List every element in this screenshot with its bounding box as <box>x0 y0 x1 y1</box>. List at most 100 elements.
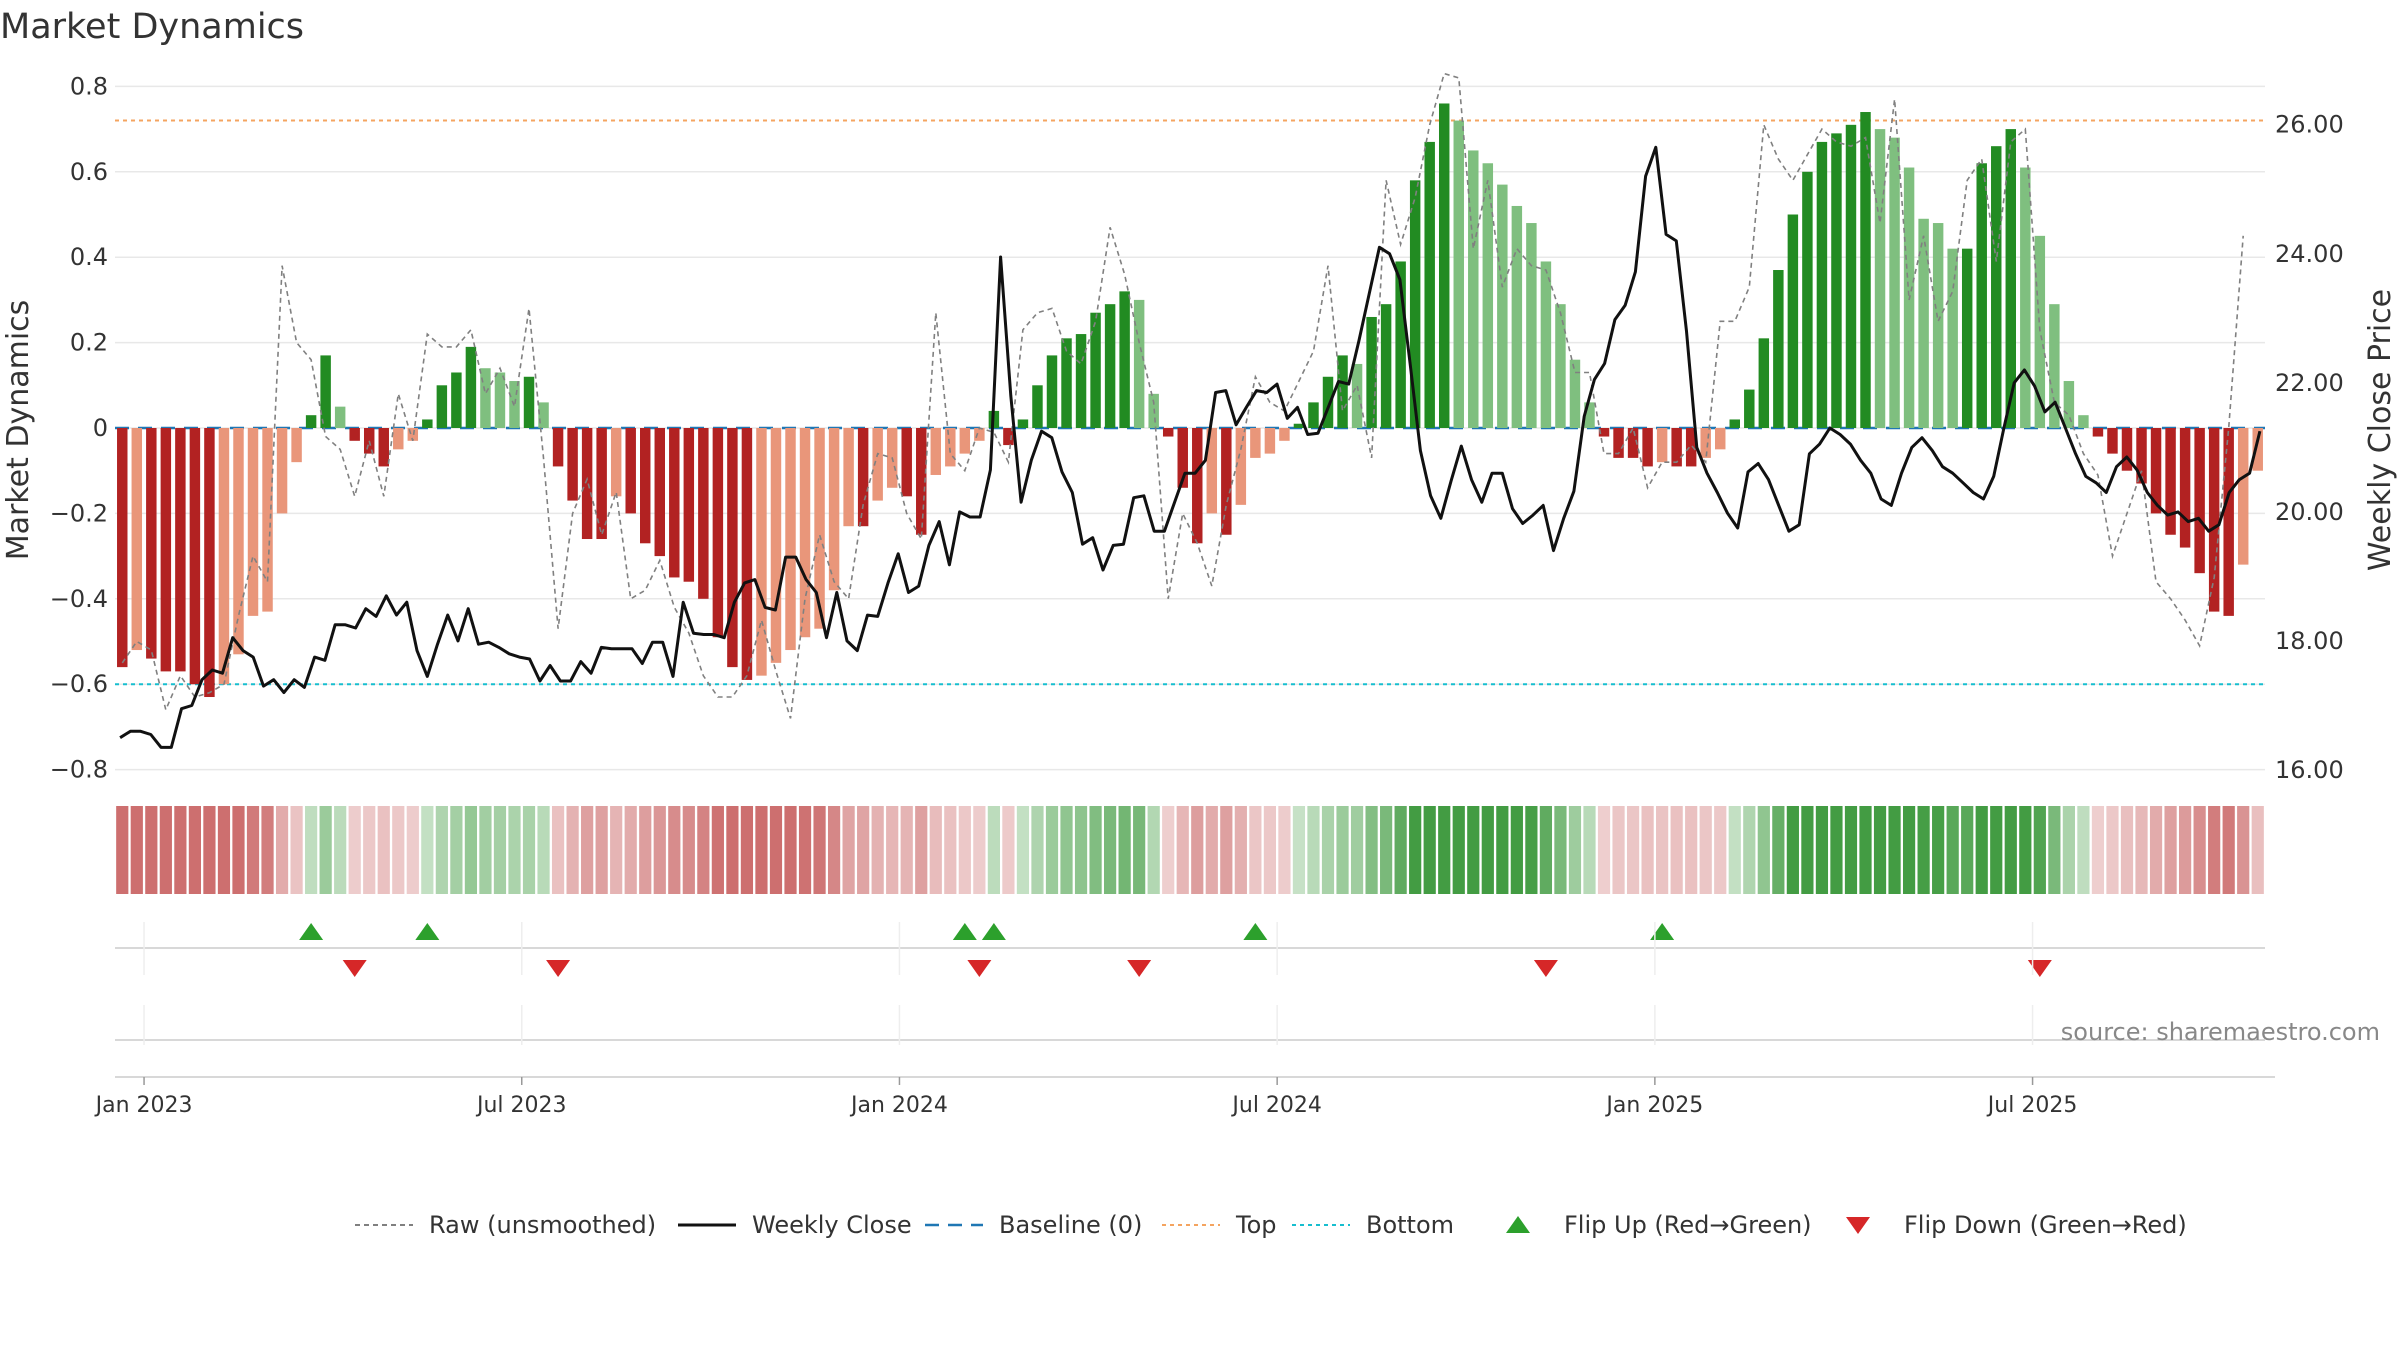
regime-cell <box>1409 806 1422 894</box>
regime-cell <box>1162 806 1175 894</box>
dynamics-bar <box>2034 235 2046 428</box>
dynamics-bar <box>2223 428 2234 616</box>
regime-cell <box>711 806 724 894</box>
regime-cell <box>1060 806 1073 894</box>
regime-cell <box>1626 806 1640 894</box>
dynamics-bar <box>349 428 360 441</box>
dynamics-bar <box>2194 428 2205 574</box>
dynamics-bar <box>204 428 215 698</box>
regime-cell <box>1685 806 1698 894</box>
flip-down-marker <box>342 960 367 977</box>
regime-cell <box>1888 806 1901 894</box>
regime-cell <box>740 806 754 894</box>
regime-cell <box>246 806 260 894</box>
regime-cell <box>1438 806 1451 894</box>
dynamics-bar <box>1438 103 1450 428</box>
regime-cell <box>392 806 405 894</box>
x-tick-label: Jul 2023 <box>475 1093 567 1118</box>
dynamics-bar <box>1744 389 1755 428</box>
regime-cell <box>145 806 158 894</box>
regime-cell <box>1946 806 1959 894</box>
left-axis-ticks: 0.8 0.6 0.4 0.2 0 −0.2 −0.4 −0.6 −0.8 <box>50 72 108 783</box>
dynamics-bar <box>1787 214 1799 428</box>
dynamics-bar <box>1715 428 1726 450</box>
dynamics-bar <box>538 402 549 428</box>
left-tick-label: 0.6 <box>70 158 108 186</box>
regime-cell <box>1801 806 1814 894</box>
regime-cell <box>1380 806 1393 894</box>
dynamics-bar <box>175 428 186 672</box>
regime-cell <box>1278 806 1291 894</box>
regime-cell <box>1176 806 1189 894</box>
right-axis-ticks: 26.00 24.00 22.00 20.00 18.00 16.00 <box>2275 111 2344 784</box>
dynamics-bar <box>756 428 767 676</box>
regime-cell <box>363 806 376 894</box>
dynamics-bar <box>523 376 535 428</box>
right-tick-label: 20.00 <box>2275 498 2344 526</box>
legend-item: Baseline (0) <box>925 1211 1142 1239</box>
regime-cell <box>1772 806 1785 894</box>
regime-cell <box>2062 806 2075 894</box>
regime-cell <box>929 806 942 894</box>
flip-down-marker <box>967 960 992 977</box>
regime-cell <box>1496 806 1509 894</box>
regime-cell <box>682 806 695 894</box>
regime-cell <box>2048 806 2061 894</box>
legend-item: Flip Up (Red→Green) <box>1506 1211 1812 1239</box>
regime-cell <box>1830 806 1843 894</box>
dynamics-bar <box>610 428 622 497</box>
dynamics-bar <box>1017 419 1029 428</box>
dynamics-bar <box>1424 141 1435 428</box>
dynamics-bar <box>698 428 709 599</box>
regime-cell <box>1263 806 1276 894</box>
dynamics-bar <box>552 428 564 467</box>
right-tick-label: 16.00 <box>2275 756 2344 784</box>
dynamics-bar <box>901 428 912 497</box>
dynamics-bar <box>1221 428 1232 535</box>
regime-cell <box>1656 806 1669 894</box>
regime-cell <box>290 806 303 894</box>
left-tick-label: −0.6 <box>50 670 108 698</box>
regime-cell <box>2179 806 2192 894</box>
regime-cell <box>2091 806 2105 894</box>
dynamics-bar <box>1627 428 1639 458</box>
legend-item: Bottom <box>1292 1211 1454 1239</box>
regime-cell <box>944 806 957 894</box>
dynamics-bar <box>1932 223 1944 428</box>
regime-cell <box>203 806 216 894</box>
left-tick-label: 0 <box>93 414 108 442</box>
regime-cell <box>319 806 332 894</box>
dynamics-bar <box>1540 261 1552 428</box>
dynamics-bar <box>494 372 506 428</box>
dynamics-bar <box>1032 385 1043 428</box>
regime-cell <box>479 806 492 894</box>
dynamics-bar <box>1961 248 1973 428</box>
dynamics-bar <box>1874 129 1886 428</box>
regime-cell <box>900 806 913 894</box>
right-axis-label: Weekly Close Price <box>2363 289 2398 571</box>
dynamics-bar <box>1133 299 1145 428</box>
dynamics-bar <box>1453 120 1464 428</box>
dynamics-bar <box>1758 338 1770 428</box>
regime-cell <box>2149 806 2163 894</box>
regime-cell <box>1104 806 1117 894</box>
left-axis-label: Market Dynamics <box>1 300 36 561</box>
dynamics-bar <box>654 428 665 557</box>
dynamics-bar <box>480 368 491 428</box>
regime-cell <box>871 806 884 894</box>
dynamics-bar <box>320 355 331 428</box>
dynamics-bar <box>872 428 883 501</box>
legend-item: Top <box>1162 1211 1277 1239</box>
regime-cell <box>1510 806 1523 894</box>
dynamics-bar <box>727 428 738 668</box>
dynamics-bar <box>1555 304 1566 428</box>
flip-up-marker <box>299 923 324 940</box>
dynamics-bar <box>1991 146 2002 428</box>
regime-cell <box>1292 806 1306 894</box>
left-tick-label: 0.4 <box>70 243 108 271</box>
dynamics-bar <box>422 419 433 428</box>
dynamics-bar <box>2092 428 2104 437</box>
legend-item: Flip Down (Green→Red) <box>1846 1211 2187 1239</box>
x-axis-ticks: Jan 2023 Jul 2023 Jan 2024 Jul 2024 Jan 2025… <box>94 922 2077 1118</box>
dynamics-bar <box>1395 261 1406 428</box>
